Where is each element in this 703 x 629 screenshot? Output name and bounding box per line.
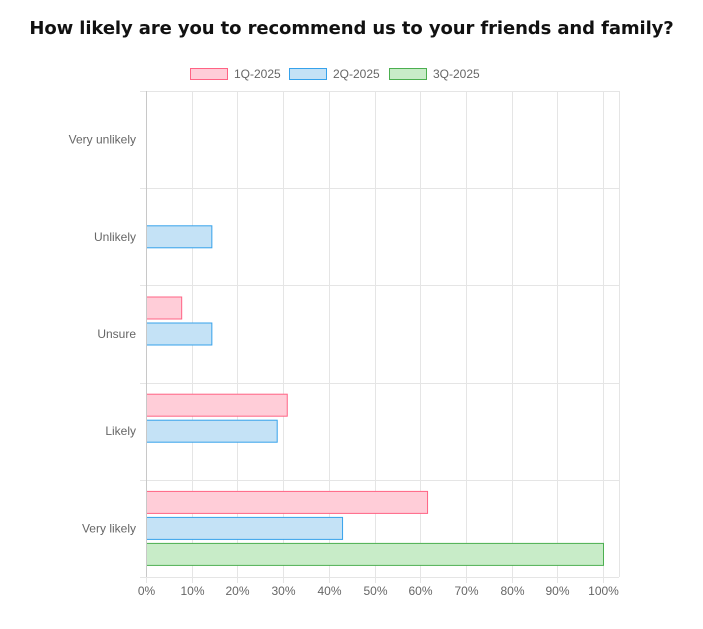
bar-1q-2025 bbox=[146, 490, 429, 514]
bar-2q-2025 bbox=[146, 225, 213, 249]
bar-2q-2025 bbox=[146, 322, 213, 346]
bar-1q-2025 bbox=[146, 296, 183, 320]
x-tick-label: 100% bbox=[588, 584, 619, 598]
legend-label: 3Q-2025 bbox=[433, 67, 480, 81]
bars bbox=[146, 225, 604, 566]
x-tick-label: 0% bbox=[138, 584, 156, 598]
x-tick-label: 70% bbox=[454, 584, 478, 598]
y-tick-label: Very unlikely bbox=[69, 133, 136, 147]
legend-swatch bbox=[190, 68, 228, 80]
bar-2q-2025 bbox=[146, 516, 344, 540]
legend-item-3q-2025[interactable]: 3Q-2025 bbox=[389, 66, 480, 82]
x-tick-label: 40% bbox=[317, 584, 341, 598]
bar-3q-2025 bbox=[146, 542, 604, 566]
legend: 1Q-2025 2Q-2025 3Q-2025 bbox=[0, 66, 703, 82]
legend-item-1q-2025[interactable]: 1Q-2025 bbox=[190, 66, 281, 82]
y-tick-label: Likely bbox=[105, 424, 136, 438]
x-tick-label: 10% bbox=[180, 584, 204, 598]
bar-2q-2025 bbox=[146, 419, 278, 443]
legend-label: 2Q-2025 bbox=[333, 67, 380, 81]
x-tick-label: 30% bbox=[271, 584, 295, 598]
x-tick-label: 50% bbox=[363, 584, 387, 598]
x-tick-label: 60% bbox=[408, 584, 432, 598]
chart-title: How likely are you to recommend us to yo… bbox=[29, 18, 674, 39]
y-tick-label: Unsure bbox=[97, 327, 136, 341]
bar-1q-2025 bbox=[146, 393, 288, 417]
tick-labels: 0% 10% 20% 30% 40% 50% 60% 70% 80% 90% 100% Very un… bbox=[69, 133, 620, 598]
legend-swatch bbox=[389, 68, 427, 80]
legend-item-2q-2025[interactable]: 2Q-2025 bbox=[289, 66, 380, 82]
x-tick-label: 90% bbox=[545, 584, 569, 598]
legend-swatch bbox=[289, 68, 327, 80]
y-tick-label: Very likely bbox=[82, 521, 136, 535]
x-tick-label: 80% bbox=[500, 584, 524, 598]
y-tick-label: Unlikely bbox=[94, 230, 136, 244]
legend-label: 1Q-2025 bbox=[234, 67, 281, 81]
x-tick-label: 20% bbox=[225, 584, 249, 598]
